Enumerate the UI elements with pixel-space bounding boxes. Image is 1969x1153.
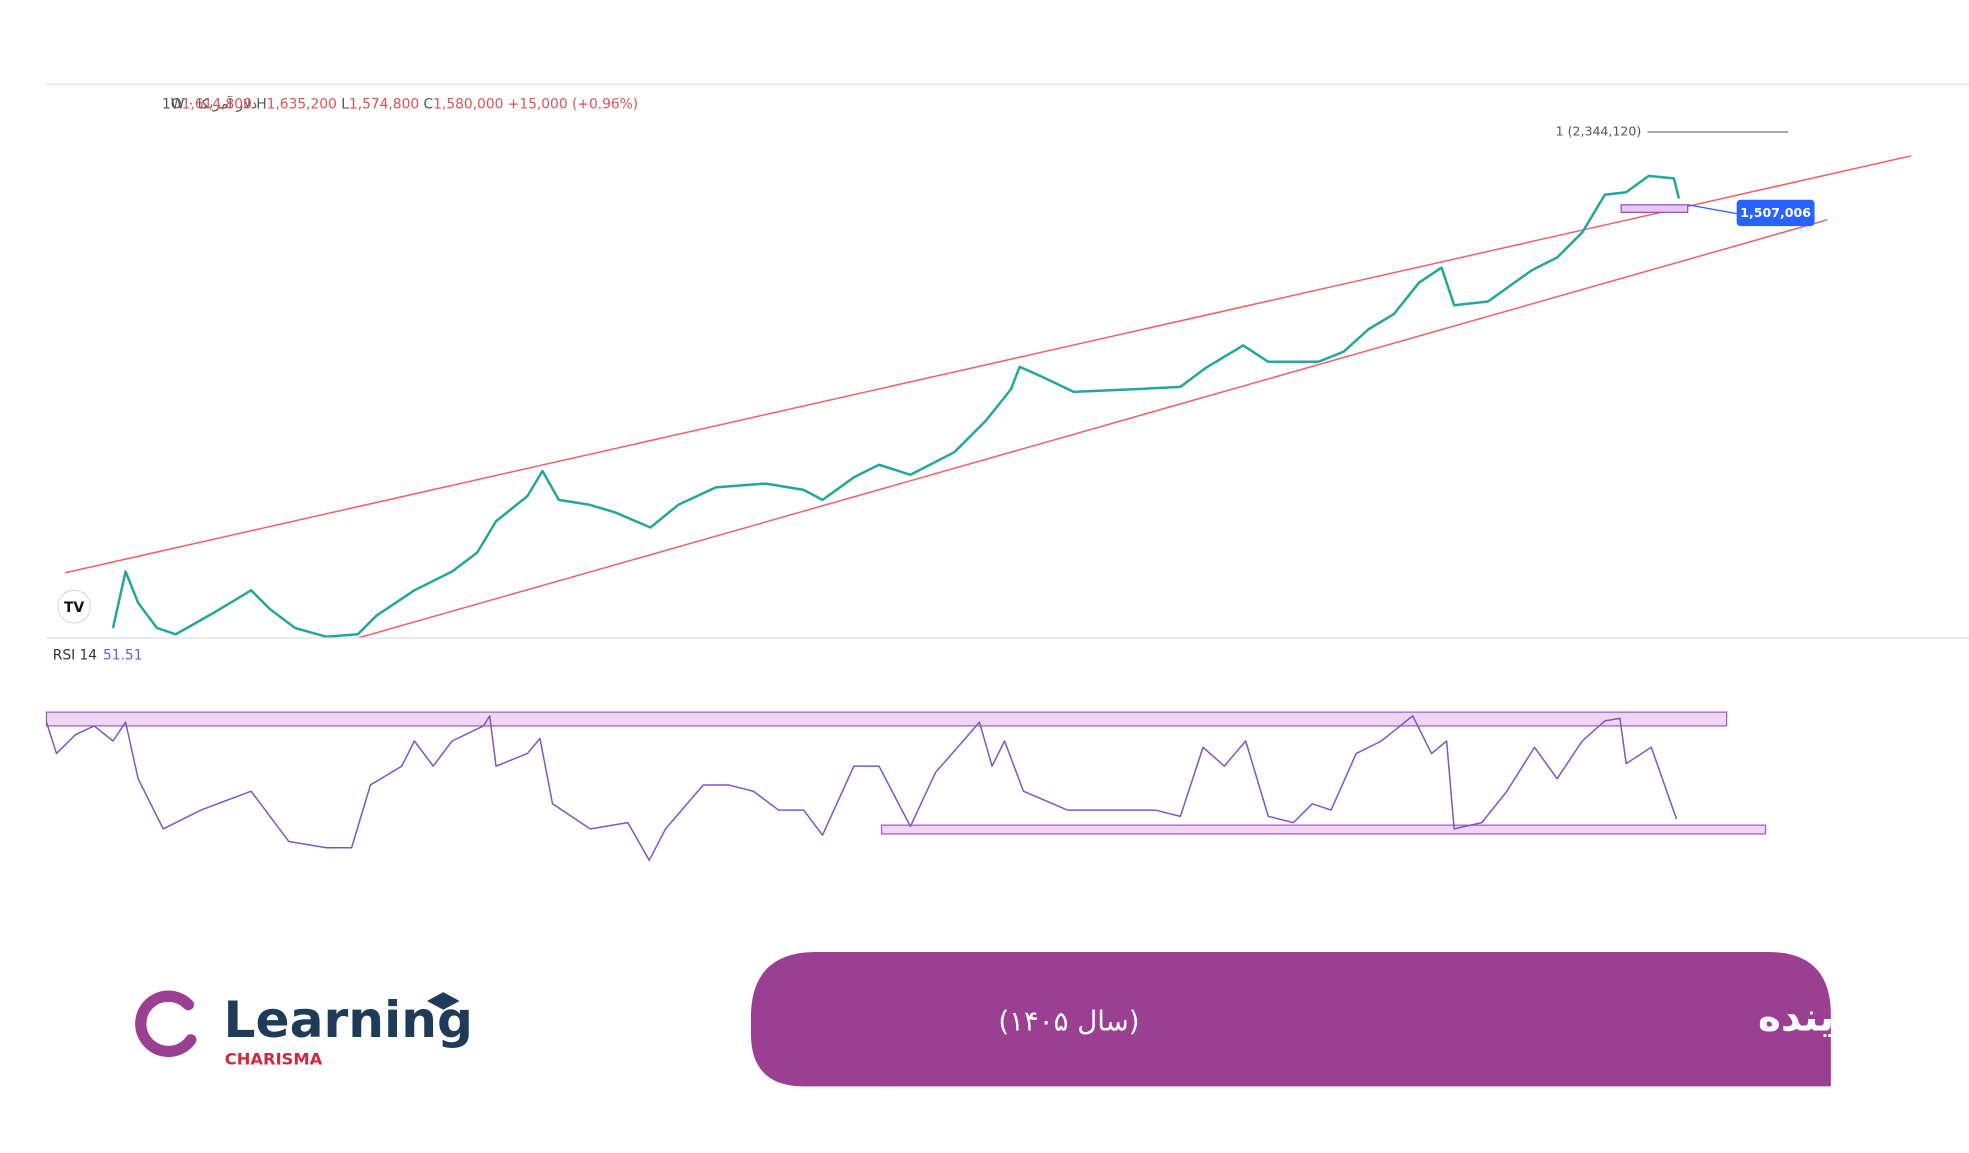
ohlc-key: L — [341, 96, 349, 112]
ohlc-value: 1,574,800 — [349, 96, 419, 112]
banner — [750, 951, 1831, 1087]
ohlc-key: C — [424, 96, 434, 112]
ohlc-value: 1,580,000 — [433, 96, 503, 112]
change: +15,000 (+0.96%) — [508, 96, 638, 112]
channel-upper — [65, 155, 1912, 574]
ohlc: O1,614,800 H1,635,200 L1,574,800 C1,580,… — [171, 96, 638, 112]
symbol: دلار آمریکا · 1W — [162, 95, 257, 112]
rsi-line — [45, 715, 1678, 862]
banner-subtitle: (سال ۱۴۰۵) — [998, 1004, 1139, 1037]
ohlc-key: O — [171, 96, 182, 112]
price-zone — [1620, 204, 1689, 213]
ohlc-value: 1,635,200 — [267, 96, 337, 112]
price-line — [111, 174, 1681, 639]
pointer — [1687, 204, 1737, 215]
level-label: 1 (2,344,120) — [1556, 123, 1642, 138]
rsi-value: 51.51 — [103, 648, 143, 664]
ohlc-value: 1,614,800 — [182, 96, 252, 112]
price-tag-label: 1,507,006 — [1740, 205, 1811, 220]
rsi-top-zone — [45, 711, 1728, 727]
price-tag — [1736, 199, 1815, 227]
rsi-label: RSI 14 — [53, 648, 97, 664]
rsi-bottom-zone — [880, 824, 1767, 835]
tv-logo: TV — [64, 600, 84, 616]
tv-logo-bg — [57, 589, 92, 624]
logo-tagline: CHARISMA — [225, 1049, 323, 1068]
logo-mark — [135, 990, 197, 1058]
banner-title: تحلیل تکنیکال قیمت دلار در چند روز آینده — [1758, 992, 1969, 1040]
channel-lower — [357, 219, 1828, 639]
ohlc-key: H — [256, 96, 266, 112]
